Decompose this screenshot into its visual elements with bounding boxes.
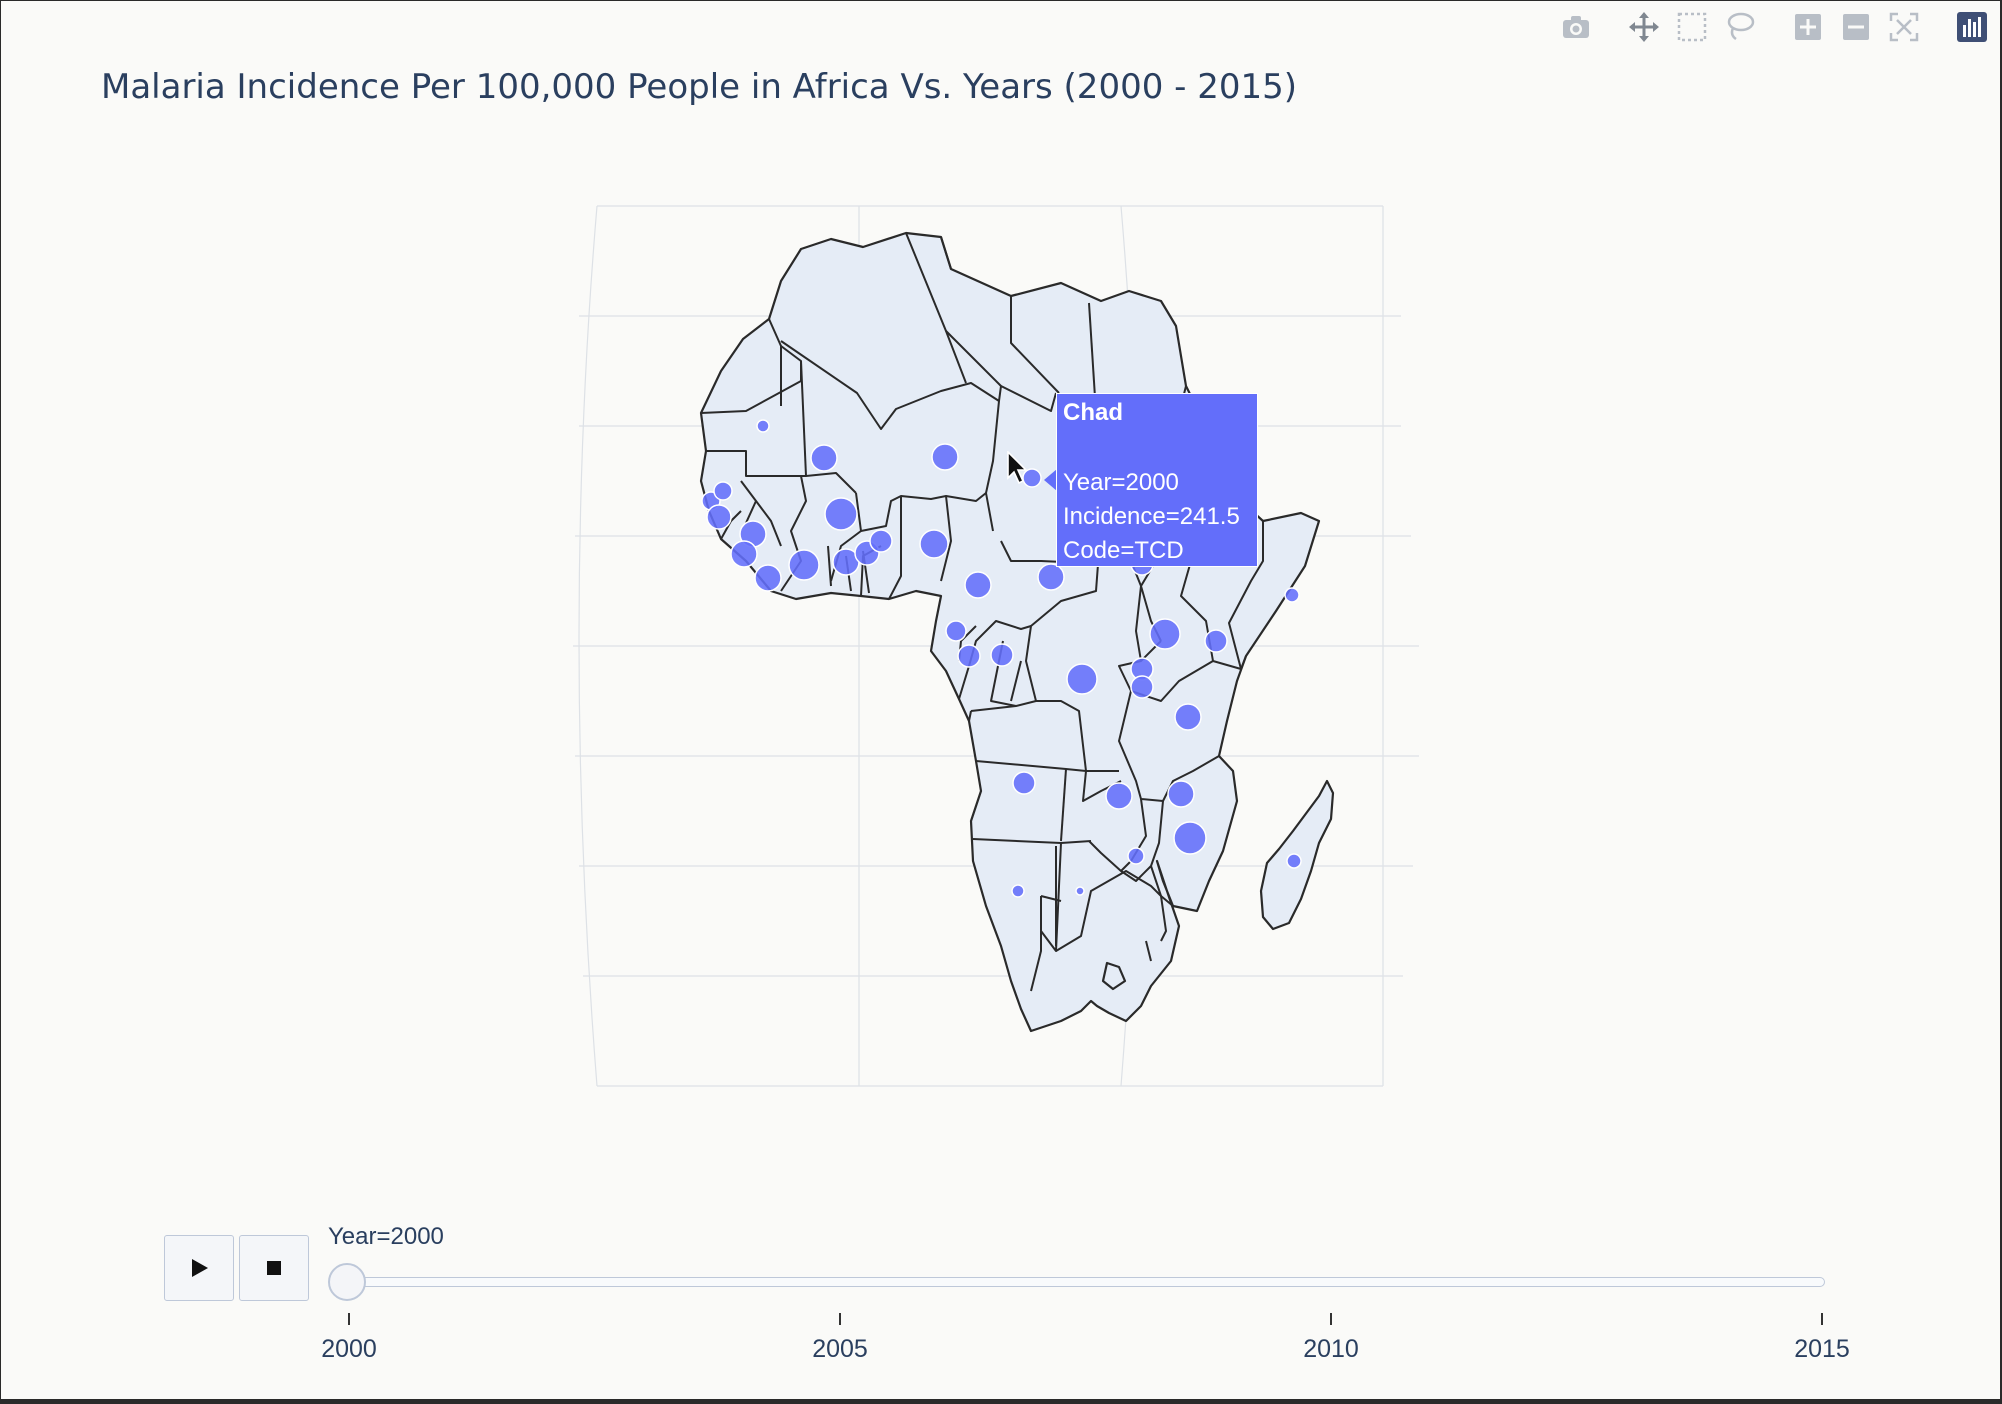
country-marker[interactable]: [706, 504, 732, 530]
country-marker[interactable]: [990, 643, 1014, 667]
country-marker[interactable]: [1127, 847, 1145, 865]
modebar: [1548, 7, 1992, 47]
hover-year: Year=2000: [1063, 469, 1179, 496]
country-marker[interactable]: [754, 564, 782, 592]
land: [699, 231, 1335, 1033]
zoom-in-icon[interactable]: [1788, 7, 1828, 47]
country-marker[interactable]: [919, 529, 949, 559]
incidence-markers[interactable]: [701, 419, 1302, 898]
hover-incidence: Incidence=241.5: [1063, 503, 1240, 530]
pan-icon[interactable]: [1624, 7, 1664, 47]
country-marker[interactable]: [824, 497, 858, 531]
chart-title: Malaria Incidence Per 100,000 People in …: [101, 67, 1298, 107]
stop-icon: [267, 1261, 281, 1275]
country-marker[interactable]: [1204, 629, 1228, 653]
hover-code: Code=TCD: [1063, 537, 1184, 564]
country-marker[interactable]: [1130, 675, 1154, 699]
hover-label: Chad Year=2000 Incidence=241.5 Code=TCD: [1056, 393, 1258, 567]
country-marker[interactable]: [964, 571, 992, 599]
country-marker[interactable]: [788, 549, 820, 581]
slider-tick-label[interactable]: 2015: [1794, 1335, 1850, 1363]
country-marker[interactable]: [810, 444, 838, 472]
country-marker[interactable]: [1167, 780, 1195, 808]
mouse-cursor-icon: [1007, 451, 1028, 485]
country-marker[interactable]: [1022, 468, 1042, 488]
country-marker[interactable]: [1037, 563, 1065, 591]
year-slider-rail[interactable]: [347, 1277, 1825, 1287]
country-marker[interactable]: [1286, 853, 1302, 869]
country-marker[interactable]: [1066, 663, 1098, 695]
reset-view-icon[interactable]: [1884, 7, 1924, 47]
country-marker[interactable]: [730, 540, 758, 568]
country-marker[interactable]: [1011, 884, 1025, 898]
slider-tick-label[interactable]: 2010: [1303, 1335, 1359, 1363]
slider-tick: [348, 1313, 350, 1325]
country-marker[interactable]: [713, 481, 733, 501]
country-marker[interactable]: [1174, 703, 1202, 731]
lasso-select-icon[interactable]: [1720, 7, 1760, 47]
country-marker[interactable]: [957, 644, 981, 668]
country-marker[interactable]: [1284, 587, 1300, 603]
slider-tick-label[interactable]: 2005: [812, 1335, 868, 1363]
slider-tick: [1821, 1313, 1823, 1325]
stop-button[interactable]: [239, 1235, 309, 1301]
country-marker[interactable]: [1105, 782, 1133, 810]
box-select-icon[interactable]: [1672, 7, 1712, 47]
country-marker[interactable]: [1173, 821, 1207, 855]
play-button[interactable]: [164, 1235, 234, 1301]
hover-country: Chad: [1063, 399, 1123, 426]
slider-tick: [1330, 1313, 1332, 1325]
year-slider-handle[interactable]: [328, 1263, 366, 1301]
country-marker[interactable]: [1149, 618, 1181, 650]
lesotho: [1101, 961, 1127, 991]
country-marker[interactable]: [869, 529, 893, 553]
slider-current-value: Year=2000: [328, 1223, 444, 1250]
country-marker[interactable]: [945, 620, 967, 642]
africa-mainland: [699, 231, 1321, 1033]
play-icon: [192, 1259, 208, 1277]
zoom-out-icon[interactable]: [1836, 7, 1876, 47]
slider-tick-label[interactable]: 2000: [321, 1335, 377, 1363]
country-marker[interactable]: [1012, 771, 1036, 795]
plotly-logo-icon[interactable]: [1952, 7, 1992, 47]
camera-icon[interactable]: [1556, 7, 1596, 47]
slider-tick: [839, 1313, 841, 1325]
country-marker[interactable]: [1075, 886, 1085, 896]
country-marker[interactable]: [931, 443, 959, 471]
hover-arrow: [1044, 469, 1057, 491]
country-marker[interactable]: [756, 419, 770, 433]
